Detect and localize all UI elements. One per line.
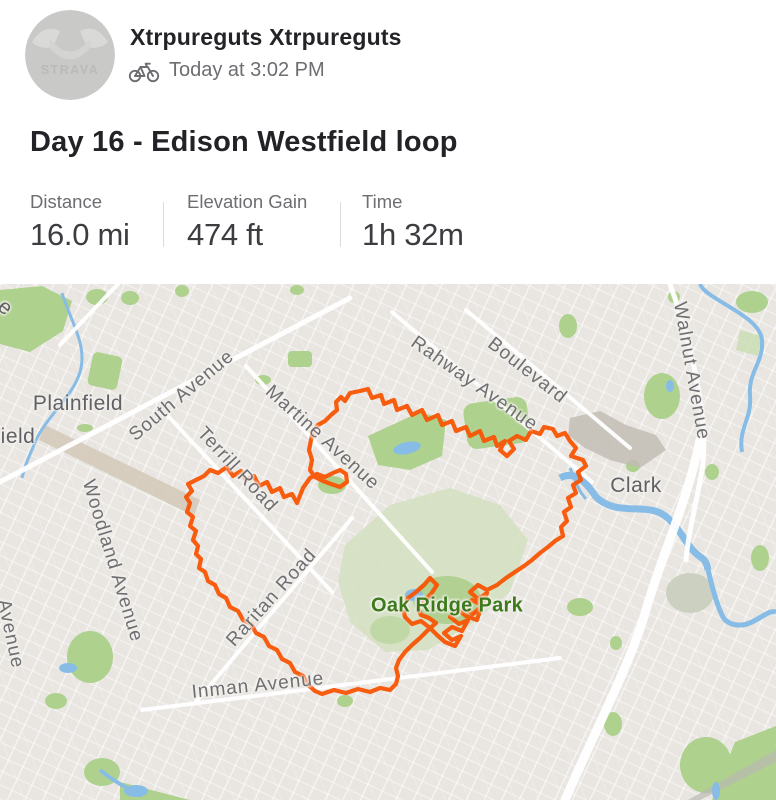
park-patch xyxy=(370,616,410,644)
route-map[interactable]: e Plainfield ield South Avenue Terrill Road M… xyxy=(0,284,776,800)
stat-distance-label: Distance xyxy=(30,191,102,212)
stat-divider xyxy=(163,202,164,247)
park-patch xyxy=(736,330,762,356)
railway-band-se xyxy=(688,750,776,800)
bicycle-icon xyxy=(128,62,160,83)
stat-time: Time 1h 32m xyxy=(362,191,464,253)
activity-title[interactable]: Day 16 - Edison Westfield loop xyxy=(30,126,458,158)
stat-divider xyxy=(340,202,341,247)
activity-timestamp: Today at 3:02 PM xyxy=(169,59,325,81)
stat-distance-value: 16.0 mi xyxy=(30,217,130,252)
avatar-strava-text: STRAVA xyxy=(41,63,100,77)
stat-elevation-value: 474 ft xyxy=(187,217,263,252)
map-canvas xyxy=(0,284,776,800)
avatar[interactable]: STRAVA xyxy=(25,10,115,100)
stat-time-value: 1h 32m xyxy=(362,217,464,252)
athlete-name[interactable]: Xtrpureguts Xtrpureguts xyxy=(130,24,402,50)
stat-distance: Distance 16.0 mi xyxy=(30,191,130,253)
route-polyline xyxy=(183,386,589,697)
stat-time-label: Time xyxy=(362,191,403,212)
map-roads xyxy=(0,284,707,800)
grey-park-area xyxy=(666,573,714,613)
stat-elevation-label: Elevation Gain xyxy=(187,191,308,212)
railway-band-plainfield xyxy=(39,425,200,516)
stat-elevation: Elevation Gain 474 ft xyxy=(187,191,307,253)
